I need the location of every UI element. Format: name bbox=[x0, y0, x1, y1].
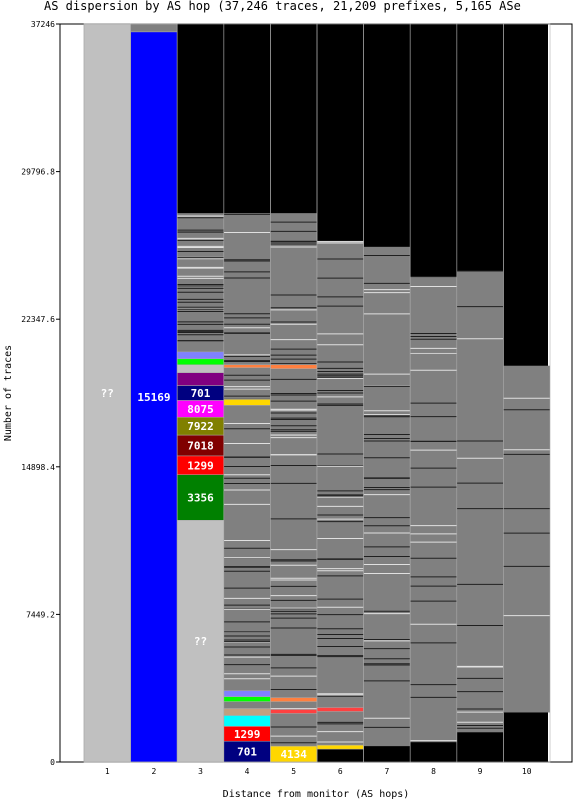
segment bbox=[223, 715, 271, 727]
other-as-band bbox=[223, 213, 271, 719]
segment bbox=[270, 697, 318, 702]
segment bbox=[270, 364, 318, 369]
segment-label: 3356 bbox=[187, 491, 214, 504]
column-hop-8 bbox=[409, 23, 458, 763]
other-as-band bbox=[363, 246, 411, 747]
x-tick-label: 7 bbox=[384, 767, 389, 776]
segment bbox=[270, 709, 318, 714]
x-tick-label: 4 bbox=[245, 767, 250, 776]
segment bbox=[223, 399, 271, 406]
column-hop-2: 15169 bbox=[130, 23, 178, 763]
column-hop-5: 4134 bbox=[270, 23, 318, 763]
segment-label: 15169 bbox=[137, 391, 170, 404]
x-tick-label: 8 bbox=[431, 767, 436, 776]
x-tick-label: 2 bbox=[151, 767, 156, 776]
column-hop-10 bbox=[503, 23, 551, 763]
x-tick-label: 10 bbox=[522, 767, 532, 776]
y-tick-label: 29796.8 bbox=[21, 168, 55, 177]
segment bbox=[223, 708, 271, 716]
segment-label: ?? bbox=[101, 387, 114, 400]
x-axis-label: Distance from monitor (AS hops) bbox=[223, 789, 410, 800]
segment bbox=[316, 707, 364, 712]
segment bbox=[176, 372, 225, 386]
segment bbox=[223, 701, 271, 709]
segment bbox=[176, 358, 225, 365]
y-tick-label: 14898.4 bbox=[21, 463, 55, 472]
column-hop-7 bbox=[363, 23, 411, 763]
segment-label: 8075 bbox=[187, 403, 214, 416]
other-as-band bbox=[317, 240, 364, 747]
column-hop-4: 701 1299 bbox=[223, 23, 271, 763]
x-tick-label: 6 bbox=[338, 767, 343, 776]
segment-label: 7018 bbox=[187, 439, 214, 452]
x-axis: 1 2 3 4 5 6 7 8 9 10 bbox=[105, 767, 532, 776]
y-axis-label: Number of traces bbox=[3, 345, 14, 441]
column-hop-3: ?? 3356 1299 7018 7922 8075 701 bbox=[176, 23, 225, 763]
segment bbox=[223, 690, 271, 697]
x-tick-label: 1 bbox=[105, 767, 110, 776]
segment-label: 4134 bbox=[280, 748, 307, 761]
segment-label: 1299 bbox=[234, 728, 261, 741]
plot-area: ?? 15169?? 3356 1299 7018 7922 8075 701 701 1299 4… bbox=[83, 23, 551, 763]
segment-as-unknownunknown bbox=[176, 520, 225, 763]
other-as-band bbox=[177, 213, 224, 352]
segment bbox=[176, 364, 225, 373]
segment bbox=[130, 23, 178, 33]
segment bbox=[176, 351, 225, 360]
segment-label: 7922 bbox=[187, 420, 214, 433]
y-tick-label: 37246 bbox=[31, 20, 55, 29]
other-as-band bbox=[410, 276, 457, 743]
segment bbox=[316, 744, 364, 750]
chart-title: AS dispersion by AS hop (37,246 traces, … bbox=[44, 0, 521, 13]
segment bbox=[223, 696, 271, 702]
column-border bbox=[503, 23, 551, 763]
x-tick-label: 3 bbox=[198, 767, 203, 776]
y-axis: 0 7449.2 14898.4 22347.6 29796.8 37246 bbox=[21, 20, 60, 767]
y-tick-label: 7449.2 bbox=[26, 610, 55, 619]
x-tick-label: 5 bbox=[291, 767, 296, 776]
segment bbox=[223, 364, 271, 368]
segment-label: ?? bbox=[194, 635, 207, 648]
other-as-band bbox=[503, 365, 550, 713]
y-tick-label: 0 bbox=[50, 758, 55, 767]
other-as-band bbox=[456, 270, 504, 733]
segment-label: 701 bbox=[191, 387, 211, 400]
x-tick-label: 9 bbox=[478, 767, 483, 776]
column-hop-6 bbox=[316, 23, 364, 763]
segment-label: 701 bbox=[237, 746, 257, 759]
segment-label: 1299 bbox=[187, 459, 214, 472]
column-hop-1: ?? bbox=[83, 23, 131, 763]
column-hop-9 bbox=[456, 23, 504, 763]
y-tick-label: 22347.6 bbox=[21, 315, 55, 324]
